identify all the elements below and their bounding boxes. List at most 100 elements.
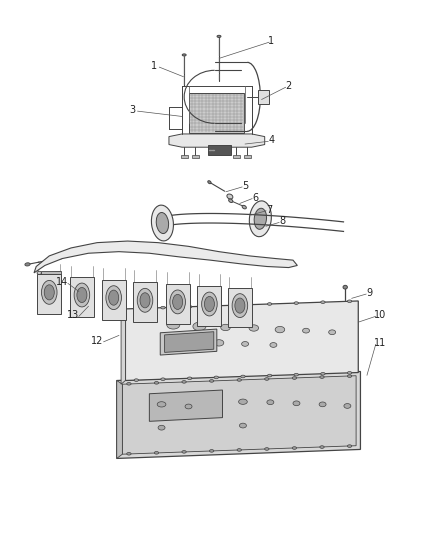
- Ellipse shape: [242, 205, 246, 209]
- Ellipse shape: [205, 296, 215, 312]
- Ellipse shape: [347, 375, 352, 377]
- Ellipse shape: [154, 382, 159, 384]
- Ellipse shape: [208, 181, 211, 184]
- Ellipse shape: [77, 287, 87, 303]
- Ellipse shape: [321, 373, 325, 375]
- Ellipse shape: [201, 292, 217, 316]
- Ellipse shape: [347, 445, 352, 447]
- Ellipse shape: [294, 373, 298, 376]
- Text: 2: 2: [286, 81, 292, 91]
- Ellipse shape: [193, 322, 206, 330]
- Ellipse shape: [237, 378, 241, 381]
- Ellipse shape: [157, 402, 166, 407]
- Polygon shape: [34, 241, 297, 273]
- Ellipse shape: [249, 201, 272, 237]
- Bar: [191, 155, 198, 158]
- Polygon shape: [133, 282, 157, 322]
- Ellipse shape: [221, 324, 230, 330]
- Ellipse shape: [292, 447, 297, 449]
- Ellipse shape: [319, 402, 326, 407]
- Ellipse shape: [343, 285, 347, 289]
- Polygon shape: [37, 274, 61, 314]
- Text: 3: 3: [129, 105, 135, 115]
- Ellipse shape: [156, 213, 169, 233]
- Ellipse shape: [241, 375, 245, 378]
- Ellipse shape: [182, 381, 186, 383]
- Ellipse shape: [239, 399, 247, 405]
- Ellipse shape: [187, 377, 192, 379]
- Bar: [258, 90, 269, 104]
- Polygon shape: [70, 277, 94, 317]
- Ellipse shape: [265, 448, 269, 450]
- Ellipse shape: [42, 280, 57, 304]
- Ellipse shape: [254, 208, 267, 229]
- Ellipse shape: [127, 383, 131, 385]
- Ellipse shape: [134, 307, 138, 310]
- Polygon shape: [169, 134, 265, 147]
- Ellipse shape: [170, 290, 185, 314]
- Ellipse shape: [321, 301, 325, 303]
- Ellipse shape: [74, 283, 90, 307]
- Ellipse shape: [235, 298, 245, 313]
- Ellipse shape: [275, 326, 285, 333]
- Polygon shape: [117, 381, 122, 458]
- Ellipse shape: [217, 35, 221, 37]
- Ellipse shape: [214, 376, 219, 379]
- Ellipse shape: [270, 343, 277, 348]
- Ellipse shape: [127, 453, 131, 455]
- Ellipse shape: [227, 194, 233, 199]
- Ellipse shape: [237, 449, 241, 451]
- Polygon shape: [160, 329, 217, 355]
- Ellipse shape: [294, 302, 298, 304]
- Ellipse shape: [44, 285, 54, 300]
- Ellipse shape: [137, 288, 153, 312]
- Ellipse shape: [106, 286, 121, 310]
- Bar: [208, 144, 231, 155]
- Ellipse shape: [265, 378, 269, 381]
- Ellipse shape: [249, 325, 258, 331]
- Ellipse shape: [293, 401, 300, 406]
- Ellipse shape: [267, 400, 274, 405]
- Ellipse shape: [347, 372, 352, 374]
- Ellipse shape: [292, 377, 297, 379]
- Ellipse shape: [320, 376, 324, 378]
- Polygon shape: [117, 372, 360, 458]
- Polygon shape: [149, 390, 223, 421]
- Ellipse shape: [182, 54, 186, 56]
- Ellipse shape: [134, 379, 138, 382]
- Ellipse shape: [167, 320, 180, 329]
- Ellipse shape: [214, 340, 224, 346]
- Ellipse shape: [232, 294, 247, 318]
- Bar: [42, 271, 61, 275]
- Ellipse shape: [37, 271, 42, 274]
- Ellipse shape: [328, 330, 336, 335]
- Polygon shape: [121, 309, 125, 384]
- Text: 9: 9: [366, 288, 372, 298]
- Polygon shape: [228, 288, 252, 327]
- Text: 4: 4: [268, 135, 274, 146]
- Bar: [244, 155, 251, 158]
- Ellipse shape: [186, 338, 195, 345]
- Ellipse shape: [161, 306, 165, 309]
- Ellipse shape: [347, 300, 352, 303]
- Ellipse shape: [140, 293, 150, 308]
- Ellipse shape: [173, 294, 183, 310]
- Text: 8: 8: [279, 216, 285, 227]
- Polygon shape: [125, 301, 358, 381]
- Ellipse shape: [268, 303, 272, 305]
- Ellipse shape: [214, 304, 219, 307]
- Ellipse shape: [152, 205, 173, 241]
- Ellipse shape: [241, 304, 245, 306]
- Polygon shape: [166, 284, 190, 324]
- Bar: [233, 155, 240, 158]
- Text: 1: 1: [268, 36, 274, 46]
- Text: 10: 10: [374, 310, 386, 320]
- Ellipse shape: [187, 305, 192, 308]
- Bar: [189, 93, 244, 133]
- Ellipse shape: [268, 374, 272, 377]
- Ellipse shape: [158, 425, 165, 430]
- Ellipse shape: [240, 423, 247, 428]
- Polygon shape: [198, 286, 221, 326]
- Ellipse shape: [109, 290, 119, 305]
- Ellipse shape: [182, 450, 186, 453]
